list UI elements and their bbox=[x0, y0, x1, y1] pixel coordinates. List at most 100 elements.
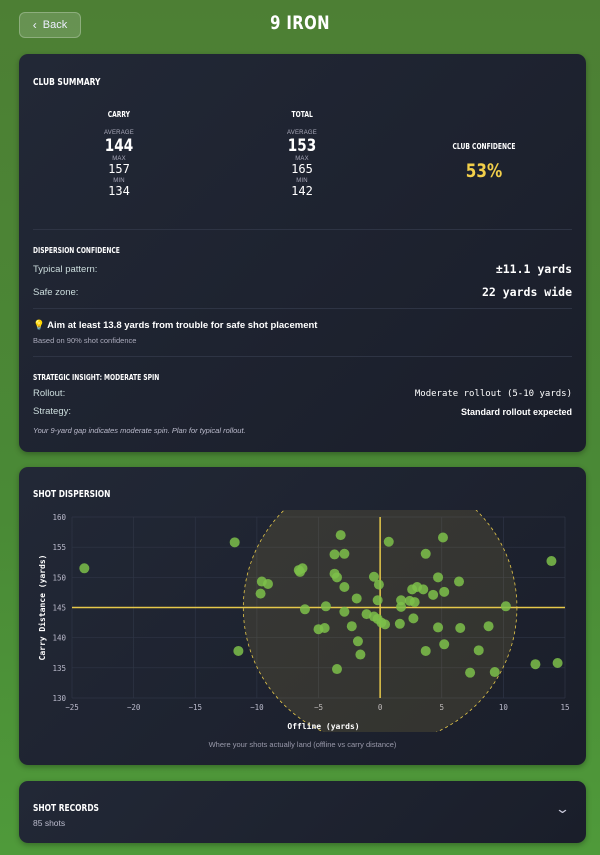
shot-point bbox=[299, 604, 310, 615]
shot-point bbox=[373, 579, 384, 590]
back-label: Back bbox=[42, 19, 68, 31]
shot-point bbox=[473, 645, 484, 656]
y-tick-label: 145 bbox=[52, 604, 66, 613]
shot-point bbox=[483, 621, 494, 632]
y-tick-label: 135 bbox=[52, 664, 66, 673]
safe-zone-value: 22 yards wide bbox=[481, 285, 572, 299]
shot-point bbox=[489, 667, 500, 678]
shot-point bbox=[346, 621, 357, 632]
chevron-down-icon[interactable]: ⌄ bbox=[554, 801, 571, 816]
typical-pattern-value: ±11.1 yards bbox=[495, 262, 572, 276]
strategy-value: Standard rollout expected bbox=[460, 406, 572, 417]
shot-point bbox=[428, 589, 439, 600]
shot-point bbox=[530, 659, 541, 670]
x-tick-label: 0 bbox=[378, 703, 383, 712]
shot-point bbox=[329, 549, 340, 560]
carry-stats: CARRY AVERAGE 144 MAX 157 MIN 134 bbox=[59, 104, 179, 198]
insight-note: Your 9-yard gap indicates moderate spin.… bbox=[33, 426, 246, 435]
shot-point bbox=[439, 639, 450, 650]
shot-point bbox=[339, 581, 350, 592]
page-title: 9 IRON bbox=[270, 12, 330, 34]
shot-point bbox=[465, 667, 476, 678]
shot-point bbox=[383, 536, 394, 547]
shot-point bbox=[352, 636, 363, 647]
shot-point bbox=[552, 658, 563, 669]
shot-point bbox=[372, 595, 383, 606]
shot-point bbox=[295, 566, 306, 577]
shot-dispersion-heading: SHOT DISPERSION bbox=[33, 489, 111, 500]
shot-point bbox=[79, 563, 90, 574]
carry-min-label: MIN bbox=[113, 178, 125, 184]
total-min: 142 bbox=[291, 184, 313, 198]
total-max: 165 bbox=[291, 162, 313, 176]
divider bbox=[33, 229, 572, 230]
chevron-left-icon: ‹ bbox=[32, 18, 37, 32]
total-max-label: MAX bbox=[295, 156, 309, 162]
shot-point bbox=[408, 613, 419, 624]
carry-average: 144 bbox=[104, 136, 134, 156]
rollout-value: Moderate rollout (5-10 yards) bbox=[414, 388, 572, 399]
shot-point bbox=[420, 645, 431, 656]
shot-point bbox=[331, 664, 342, 675]
shot-point bbox=[255, 588, 266, 599]
y-tick-label: 130 bbox=[52, 694, 66, 703]
total-min-label: MIN bbox=[296, 178, 308, 184]
y-tick-label: 155 bbox=[52, 543, 66, 552]
total-average-label: AVERAGE bbox=[287, 130, 317, 136]
total-average: 153 bbox=[287, 136, 317, 156]
chart-caption: Where your shots actually land (offline … bbox=[208, 740, 397, 749]
shot-point bbox=[409, 597, 420, 608]
carry-average-label: AVERAGE bbox=[104, 130, 134, 136]
x-tick-label: −5 bbox=[314, 703, 323, 712]
shot-point bbox=[454, 576, 465, 587]
shot-point bbox=[339, 606, 350, 617]
shot-point bbox=[320, 601, 331, 612]
shot-point bbox=[339, 548, 350, 559]
x-tick-label: 5 bbox=[439, 703, 444, 712]
shot-point bbox=[546, 556, 557, 567]
shot-point bbox=[351, 593, 362, 604]
typical-pattern-label: Typical pattern: bbox=[33, 263, 98, 275]
aim-tip-text: Aim at least 13.8 yards from trouble for… bbox=[47, 320, 318, 331]
carry-max-label: MAX bbox=[112, 156, 126, 162]
aim-tip-sub: Based on 90% shot confidence bbox=[33, 336, 137, 345]
x-tick-label: −20 bbox=[127, 703, 141, 712]
shot-point bbox=[319, 623, 330, 634]
club-confidence-label: CLUB CONFIDENCE bbox=[452, 142, 516, 151]
shot-records-card[interactable]: SHOT RECORDS 85 shots ⌄ bbox=[19, 781, 586, 843]
shot-point bbox=[355, 649, 366, 660]
shot-point bbox=[331, 572, 342, 583]
safe-zone-row: Safe zone: 22 yards wide bbox=[33, 285, 572, 299]
shot-point bbox=[368, 571, 379, 582]
shot-point bbox=[394, 618, 405, 629]
total-stats: TOTAL AVERAGE 153 MAX 165 MIN 142 bbox=[242, 104, 362, 198]
shot-point bbox=[262, 578, 273, 589]
club-summary-heading: CLUB SUMMARY bbox=[33, 77, 101, 88]
x-axis-label: Offline (yards) bbox=[287, 721, 359, 731]
carry-label: CARRY bbox=[107, 110, 131, 119]
y-tick-label: 160 bbox=[52, 513, 66, 522]
club-summary-card: CLUB SUMMARY CARRY AVERAGE 144 MAX 157 M… bbox=[19, 54, 586, 452]
x-tick-label: 10 bbox=[499, 703, 509, 712]
total-label: TOTAL bbox=[291, 110, 313, 119]
club-confidence: CLUB CONFIDENCE 53% bbox=[424, 136, 544, 182]
rollout-row: Rollout: Moderate rollout (5-10 yards) bbox=[33, 388, 572, 399]
shot-point bbox=[433, 572, 444, 583]
shot-count: 85 shots bbox=[33, 818, 66, 828]
x-tick-label: −15 bbox=[188, 703, 202, 712]
shot-records-heading: SHOT RECORDS bbox=[33, 803, 99, 814]
strategy-row: Strategy: Standard rollout expected bbox=[33, 406, 572, 417]
y-tick-label: 150 bbox=[52, 573, 66, 582]
y-axis-label: Carry Distance (yards) bbox=[37, 555, 47, 661]
shot-point bbox=[335, 530, 346, 541]
club-confidence-value: 53% bbox=[465, 160, 503, 182]
shot-point bbox=[380, 619, 391, 630]
shot-point bbox=[233, 645, 244, 656]
shot-point bbox=[418, 584, 429, 595]
carry-min: 134 bbox=[108, 184, 130, 198]
x-tick-label: −25 bbox=[65, 703, 79, 712]
back-button[interactable]: ‹ Back bbox=[19, 12, 81, 38]
dispersion-chart[interactable]: −25 −20 −15 −10 −5 0 5 10 15 130 135 140 145 150 155 16… bbox=[30, 505, 580, 745]
divider bbox=[33, 308, 572, 309]
y-tick-label: 140 bbox=[52, 634, 66, 643]
